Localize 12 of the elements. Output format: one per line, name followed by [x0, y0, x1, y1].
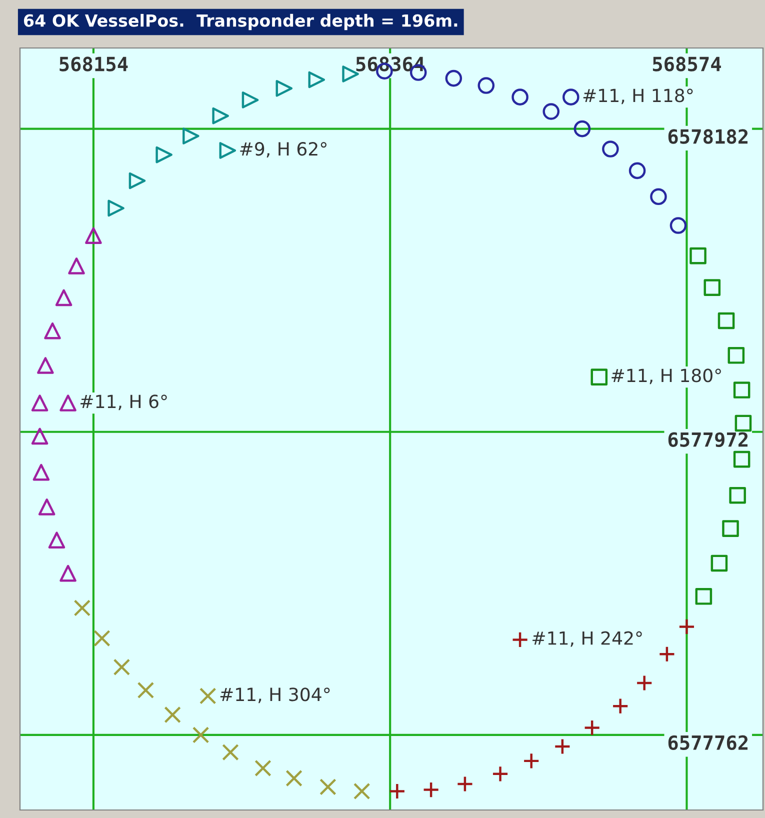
x-tick-label: 568574 — [652, 56, 721, 72]
annotation: #11, H 118° — [583, 88, 693, 104]
chart-title: 64 OK VesselPos. Transponder depth = 196m. — [24, 14, 458, 30]
annotation: #11, H 304° — [220, 688, 330, 704]
y-tick-label: 6577972 — [668, 432, 748, 448]
annotation: #9, H 62° — [240, 142, 326, 158]
annotation: #11, H 6° — [80, 394, 167, 410]
y-tick-label: 6577762 — [668, 735, 748, 750]
y-tick-label: 6578182 — [668, 129, 748, 144]
annotation: #11, H 180° — [612, 368, 721, 384]
annotation: #11, H 242° — [532, 631, 642, 647]
x-tick-label: 568154 — [60, 56, 128, 72]
